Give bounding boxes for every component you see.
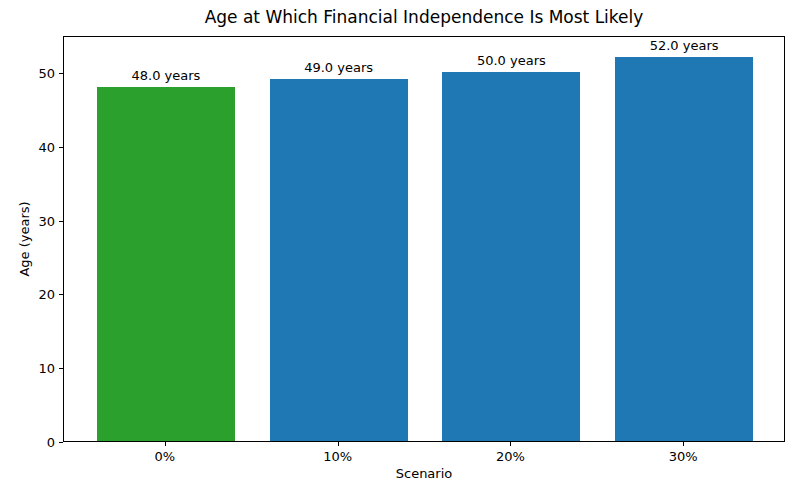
- bar-10%: [270, 79, 408, 441]
- bar-value-label: 48.0 years: [91, 68, 241, 83]
- x-axis-label: Scenario: [63, 466, 785, 481]
- x-tick-label: 30%: [643, 449, 723, 464]
- bar-value-label: 50.0 years: [436, 53, 586, 68]
- y-tick-mark: [59, 368, 63, 369]
- x-tick-mark: [165, 442, 166, 446]
- bar-value-label: 49.0 years: [264, 60, 414, 75]
- x-tick-mark: [338, 442, 339, 446]
- chart-title: Age at Which Financial Independence Is M…: [63, 7, 785, 27]
- bar-chart-figure: Age at Which Financial Independence Is M…: [0, 0, 800, 500]
- plot-area: 48.0 years 49.0 years 50.0 years 52.0 years: [63, 36, 785, 442]
- bar-0%: [97, 87, 235, 441]
- y-tick-label: 20: [15, 288, 55, 301]
- y-tick-label: 40: [15, 141, 55, 154]
- x-tick-label: 10%: [298, 449, 378, 464]
- y-tick-label: 10: [15, 362, 55, 375]
- y-tick-mark: [59, 294, 63, 295]
- y-tick-label: 0: [15, 436, 55, 449]
- y-tick-mark: [59, 442, 63, 443]
- y-tick-mark: [59, 73, 63, 74]
- x-tick-mark: [510, 442, 511, 446]
- y-tick-mark: [59, 147, 63, 148]
- x-tick-label: 20%: [470, 449, 550, 464]
- y-axis-label: Age (years): [17, 201, 32, 276]
- y-tick-mark: [59, 221, 63, 222]
- bar-20%: [442, 72, 580, 441]
- x-tick-mark: [683, 442, 684, 446]
- y-tick-label: 30: [15, 215, 55, 228]
- bar-value-label: 52.0 years: [609, 38, 759, 53]
- y-tick-label: 50: [15, 67, 55, 80]
- bar-30%: [615, 57, 753, 441]
- x-tick-label: 0%: [125, 449, 205, 464]
